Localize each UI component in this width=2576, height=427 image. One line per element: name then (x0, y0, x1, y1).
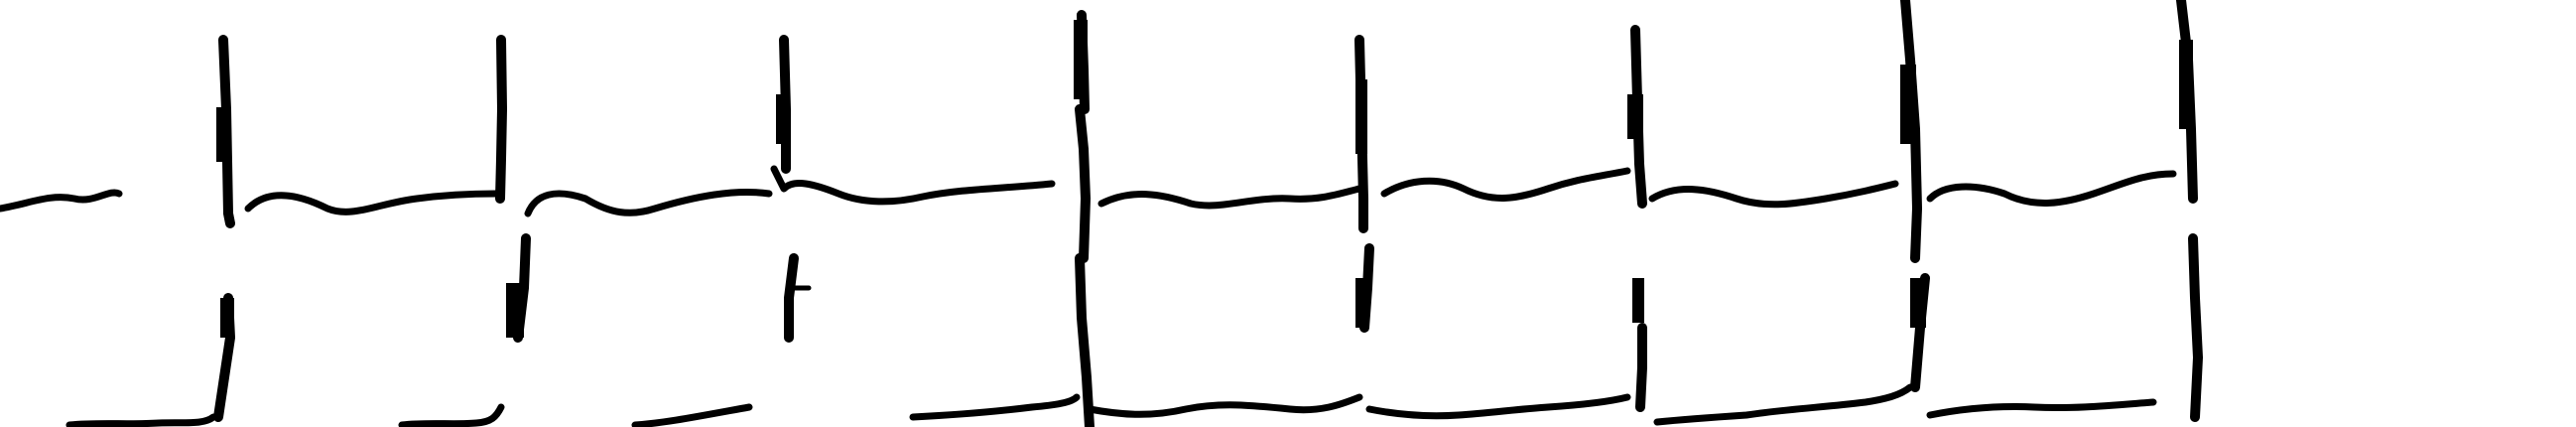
lower-trace-blob (220, 298, 234, 338)
lower-trace-blob (506, 283, 524, 338)
lower-trace-segment (1926, 398, 2157, 419)
lower-trace-segment (1086, 393, 1363, 418)
upper-trace-segment (1097, 185, 1363, 210)
lower-trace-segment (398, 403, 505, 427)
lower-trace-spike (784, 253, 799, 343)
upper-trace-segment (244, 190, 500, 215)
upper-trace-segment (1648, 180, 1899, 209)
lower-trace-segment (631, 403, 753, 427)
upper-trace-spike (495, 35, 507, 204)
upper-trace-blob (1627, 94, 1643, 139)
lower-trace-spike (1635, 323, 1647, 412)
lower-trace-segment (1365, 393, 1631, 420)
lower-trace-spike (2188, 233, 2203, 422)
lower-trace-blob (1910, 278, 1926, 328)
upper-trace-segment (524, 189, 773, 217)
upper-trace-blob (776, 94, 786, 144)
lower-trace-segment (909, 393, 1081, 421)
upper-trace-segment (770, 165, 1056, 206)
lower-trace-segment (65, 413, 217, 427)
upper-trace-blob (1900, 65, 1916, 144)
upper-trace-blob (2179, 40, 2193, 129)
lower-trace (65, 233, 2203, 427)
upper-trace-segment (1926, 170, 2177, 207)
lower-trace-blob (1632, 278, 1644, 323)
upper-trace (0, 0, 2198, 263)
lower-trace-segment (1653, 383, 1914, 426)
upper-trace-segment (1380, 167, 1631, 202)
upper-trace-blob (1074, 20, 1088, 99)
upper-trace-blob (216, 107, 230, 162)
upper-trace-segment (0, 189, 123, 213)
lower-trace-spike (1075, 253, 1095, 427)
upper-trace-spike (1075, 104, 1091, 263)
upper-trace-blob (1355, 79, 1367, 154)
lower-trace-blob (1355, 278, 1369, 328)
